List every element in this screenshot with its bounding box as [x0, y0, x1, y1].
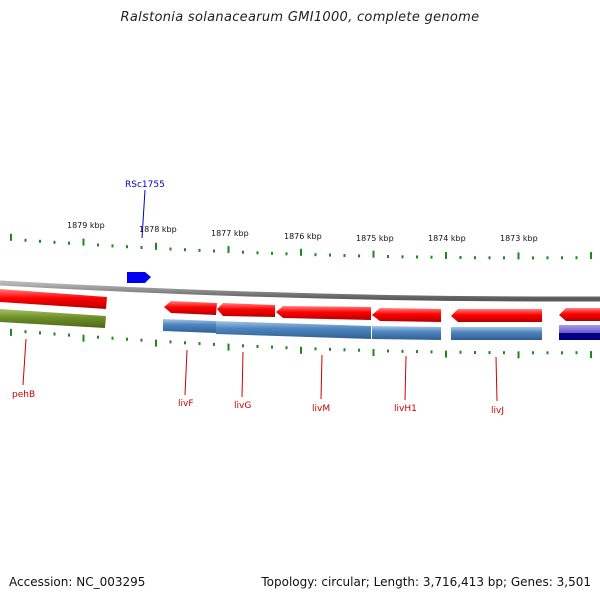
kbp-label-1875: 1875 kbp — [356, 234, 394, 243]
gene-livH1-forward[interactable] — [372, 308, 441, 322]
gene-label-livH1[interactable]: livH1 — [394, 404, 417, 414]
gene-livM-forward[interactable] — [276, 306, 371, 320]
genome-title: Ralstonia solanacearum GMI1000, complete… — [120, 10, 480, 25]
leader-livJ — [495, 356, 498, 402]
kbp-label-1878: 1878 kbp — [139, 225, 177, 234]
forward-genes — [0, 289, 600, 322]
inner-scale-ticks — [10, 328, 592, 359]
kbp-label-1877: 1877 kbp — [211, 229, 249, 238]
leader-livM — [320, 354, 323, 400]
gene-livG-livM-reverse[interactable] — [216, 321, 371, 339]
gene-label-livF[interactable]: livF — [178, 399, 194, 409]
gene-label-pehB[interactable]: pehB — [12, 390, 35, 400]
kbp-label-1874: 1874 kbp — [428, 234, 466, 243]
leader-livH1 — [404, 355, 407, 401]
gene-livF-reverse[interactable] — [163, 319, 216, 333]
gene-RSc1755-leader — [141, 189, 146, 239]
gene-forward-right[interactable] — [559, 308, 600, 321]
leader-livG — [241, 351, 244, 398]
gene-livJ-reverse[interactable] — [451, 327, 542, 340]
gene-right-purple[interactable] — [559, 325, 600, 333]
genome-backbone — [0, 280, 600, 302]
gene-livJ-forward[interactable] — [451, 309, 542, 322]
reverse-genes — [0, 309, 600, 340]
gene-RSc1755-arrow[interactable] — [127, 272, 151, 283]
gene-livH1-reverse[interactable] — [372, 326, 441, 340]
outer-scale-ticks — [10, 233, 592, 260]
gene-labels: pehB livF livG livM livH1 livJ — [12, 338, 504, 416]
gene-pehB-reverse[interactable] — [0, 309, 106, 328]
gene-right-navy[interactable] — [559, 333, 600, 340]
accession-text: Accession: NC_003295 — [9, 575, 146, 589]
kbp-label-1873: 1873 kbp — [500, 234, 538, 243]
gene-forward-left[interactable] — [0, 289, 107, 309]
gene-livG-forward[interactable] — [217, 303, 275, 317]
gene-label-livJ[interactable]: livJ — [491, 406, 504, 416]
genome-summary-text: Topology: circular; Length: 3,716,413 bp… — [261, 575, 591, 589]
leader-pehB — [22, 338, 27, 386]
kbp-label-1876: 1876 kbp — [284, 232, 322, 241]
gene-RSc1755[interactable]: RSc1755 — [125, 180, 165, 283]
gene-label-RSc1755[interactable]: RSc1755 — [125, 180, 165, 190]
kbp-label-1879: 1879 kbp — [67, 221, 105, 230]
leader-livF — [184, 349, 188, 396]
gene-livF-forward[interactable] — [164, 301, 217, 315]
kbp-scale-labels: 1879 kbp 1878 kbp 1877 kbp 1876 kbp 1875… — [67, 221, 538, 243]
gene-label-livG[interactable]: livG — [234, 401, 251, 411]
gene-label-livM[interactable]: livM — [312, 404, 330, 414]
